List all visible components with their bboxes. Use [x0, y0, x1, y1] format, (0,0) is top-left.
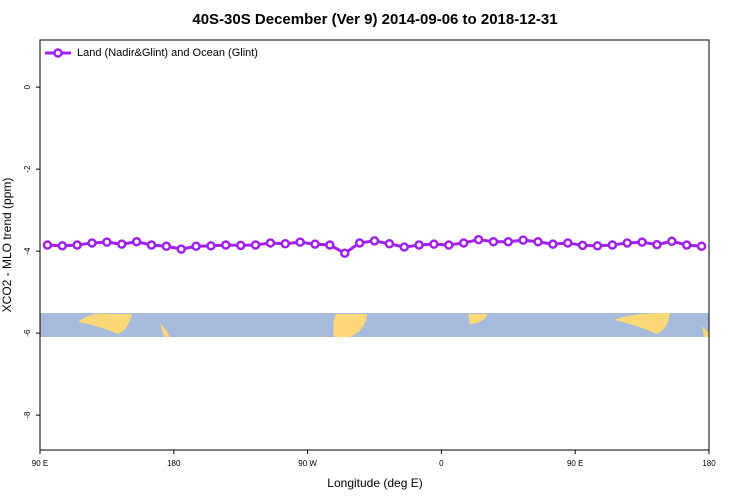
data-point: [607, 240, 618, 250]
data-point: [131, 236, 142, 247]
data-point: [87, 238, 97, 248]
data-point: [548, 239, 558, 249]
y-tick-label: -8: [23, 411, 32, 419]
x-tick-label: 180: [167, 459, 181, 468]
legend-label: Land (Nadir&Glint) and Ocean (Glint): [77, 47, 258, 59]
data-point: [458, 238, 469, 248]
data-point: [176, 244, 186, 254]
data-point: [354, 238, 365, 248]
x-tick-label: 0: [439, 459, 444, 468]
y-tick-label: -4: [23, 247, 32, 255]
data-point: [235, 240, 246, 251]
legend-marker: [53, 48, 63, 58]
data-point: [488, 236, 499, 247]
data-point: [681, 240, 692, 250]
x-tick-label: 90 E: [32, 459, 48, 468]
y-tick-label: -2: [23, 165, 32, 173]
data-point: [117, 239, 127, 249]
data-point: [250, 240, 261, 250]
data-point: [295, 237, 305, 247]
data-point: [503, 236, 514, 247]
data-point: [518, 235, 528, 245]
plot-frame: [39, 39, 710, 451]
data-point: [280, 239, 291, 249]
data-point: [146, 240, 157, 250]
data-point: [191, 241, 201, 251]
data-point: [622, 238, 632, 248]
data-point: [369, 236, 380, 246]
x-tick-label: 90 E: [567, 459, 583, 468]
data-point: [340, 248, 350, 258]
data-point: [206, 241, 216, 251]
data-point: [667, 236, 677, 247]
data-point: [42, 240, 53, 250]
data-point: [473, 234, 484, 245]
x-tick-label: 180: [702, 459, 716, 468]
data-point: [102, 237, 112, 247]
data-point: [577, 240, 588, 251]
data-point: [384, 239, 395, 249]
chart-title: 40S-30S December (Ver 9) 2014-09-06 to 2…: [192, 11, 557, 28]
x-axis-label: Longitude (deg E): [327, 476, 422, 490]
data-point: [637, 237, 647, 247]
data-point: [429, 239, 439, 249]
data-point: [414, 240, 424, 250]
y-tick-label: 0: [23, 84, 32, 89]
y-axis-label: XCO2 - MLO trend (ppm): [0, 178, 14, 313]
data-point: [325, 240, 335, 250]
data-point: [399, 242, 409, 252]
data-point: [72, 240, 82, 250]
data-point: [652, 239, 662, 250]
y-tick-label: -6: [23, 329, 32, 337]
data-point: [696, 241, 707, 251]
data-point: [265, 238, 276, 248]
data-point: [533, 236, 543, 247]
data-point: [221, 240, 231, 250]
data-point: [592, 241, 603, 251]
data-point: [563, 238, 573, 248]
data-point: [310, 239, 320, 249]
x-tick-label: 90 W: [298, 459, 317, 468]
data-point: [57, 241, 68, 251]
data-point: [444, 240, 454, 250]
data-point: [161, 241, 172, 251]
map-strip: [40, 313, 709, 337]
